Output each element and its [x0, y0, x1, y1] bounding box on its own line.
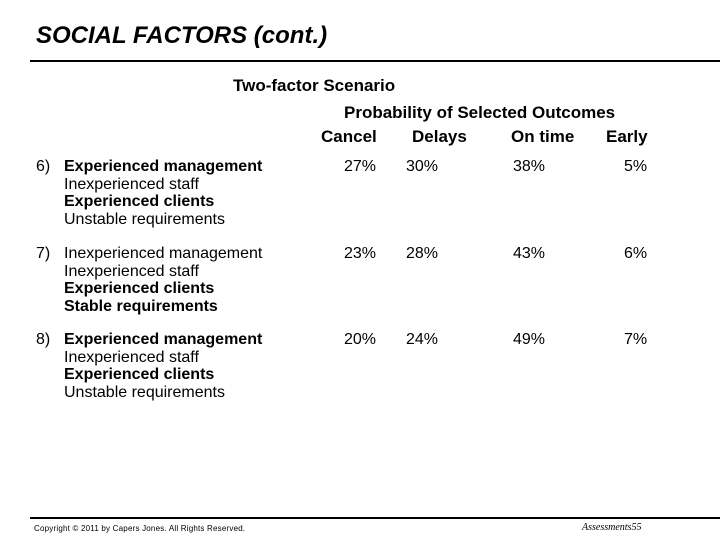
- copyright-notice: Copyright © 2011 by Capers Jones. All Ri…: [34, 524, 246, 533]
- factor-requirements: Unstable requirements: [64, 210, 225, 228]
- value-on-time: 49%: [513, 331, 546, 348]
- factor-staff: Inexperienced staff: [64, 348, 199, 366]
- top-divider: [30, 60, 720, 62]
- column-header-cancel: Cancel: [321, 127, 377, 146]
- factor-management: Experienced management: [64, 331, 263, 348]
- value-early: 6%: [624, 245, 648, 262]
- value-early: 7%: [624, 331, 648, 348]
- factor-management: Inexperienced management: [64, 245, 263, 262]
- value-cancel: 20%: [344, 331, 377, 348]
- value-cancel: 23%: [344, 245, 377, 262]
- value-cancel: 27%: [344, 158, 377, 175]
- page-title: SOCIAL FACTORS (cont.): [36, 22, 328, 49]
- factor-clients: Experienced clients: [64, 366, 215, 383]
- probability-heading: Probability of Selected Outcomes: [344, 103, 616, 122]
- slide-id: Assessments55: [582, 522, 642, 533]
- row-number: 7): [36, 245, 51, 262]
- factor-requirements: Stable requirements: [64, 297, 218, 315]
- value-delays: 30%: [406, 158, 439, 175]
- factor-clients: Experienced clients: [64, 193, 215, 210]
- factor-clients: Experienced clients: [64, 280, 215, 297]
- scenario-heading: Two-factor Scenario: [233, 76, 396, 95]
- value-on-time: 38%: [513, 158, 546, 175]
- column-header-delays: Delays: [412, 127, 467, 146]
- value-delays: 28%: [406, 245, 439, 262]
- row-number: 8): [36, 331, 51, 348]
- row-number: 6): [36, 158, 51, 175]
- column-header-early: Early: [606, 127, 648, 146]
- value-early: 5%: [624, 158, 648, 175]
- factor-requirements: Unstable requirements: [64, 383, 225, 401]
- column-header-on-time: On time: [511, 127, 575, 146]
- factor-staff: Inexperienced staff: [64, 262, 199, 280]
- bottom-divider: [30, 517, 720, 519]
- factor-staff: Inexperienced staff: [64, 175, 199, 193]
- value-delays: 24%: [406, 331, 439, 348]
- factor-management: Experienced management: [64, 158, 263, 175]
- value-on-time: 43%: [513, 245, 546, 262]
